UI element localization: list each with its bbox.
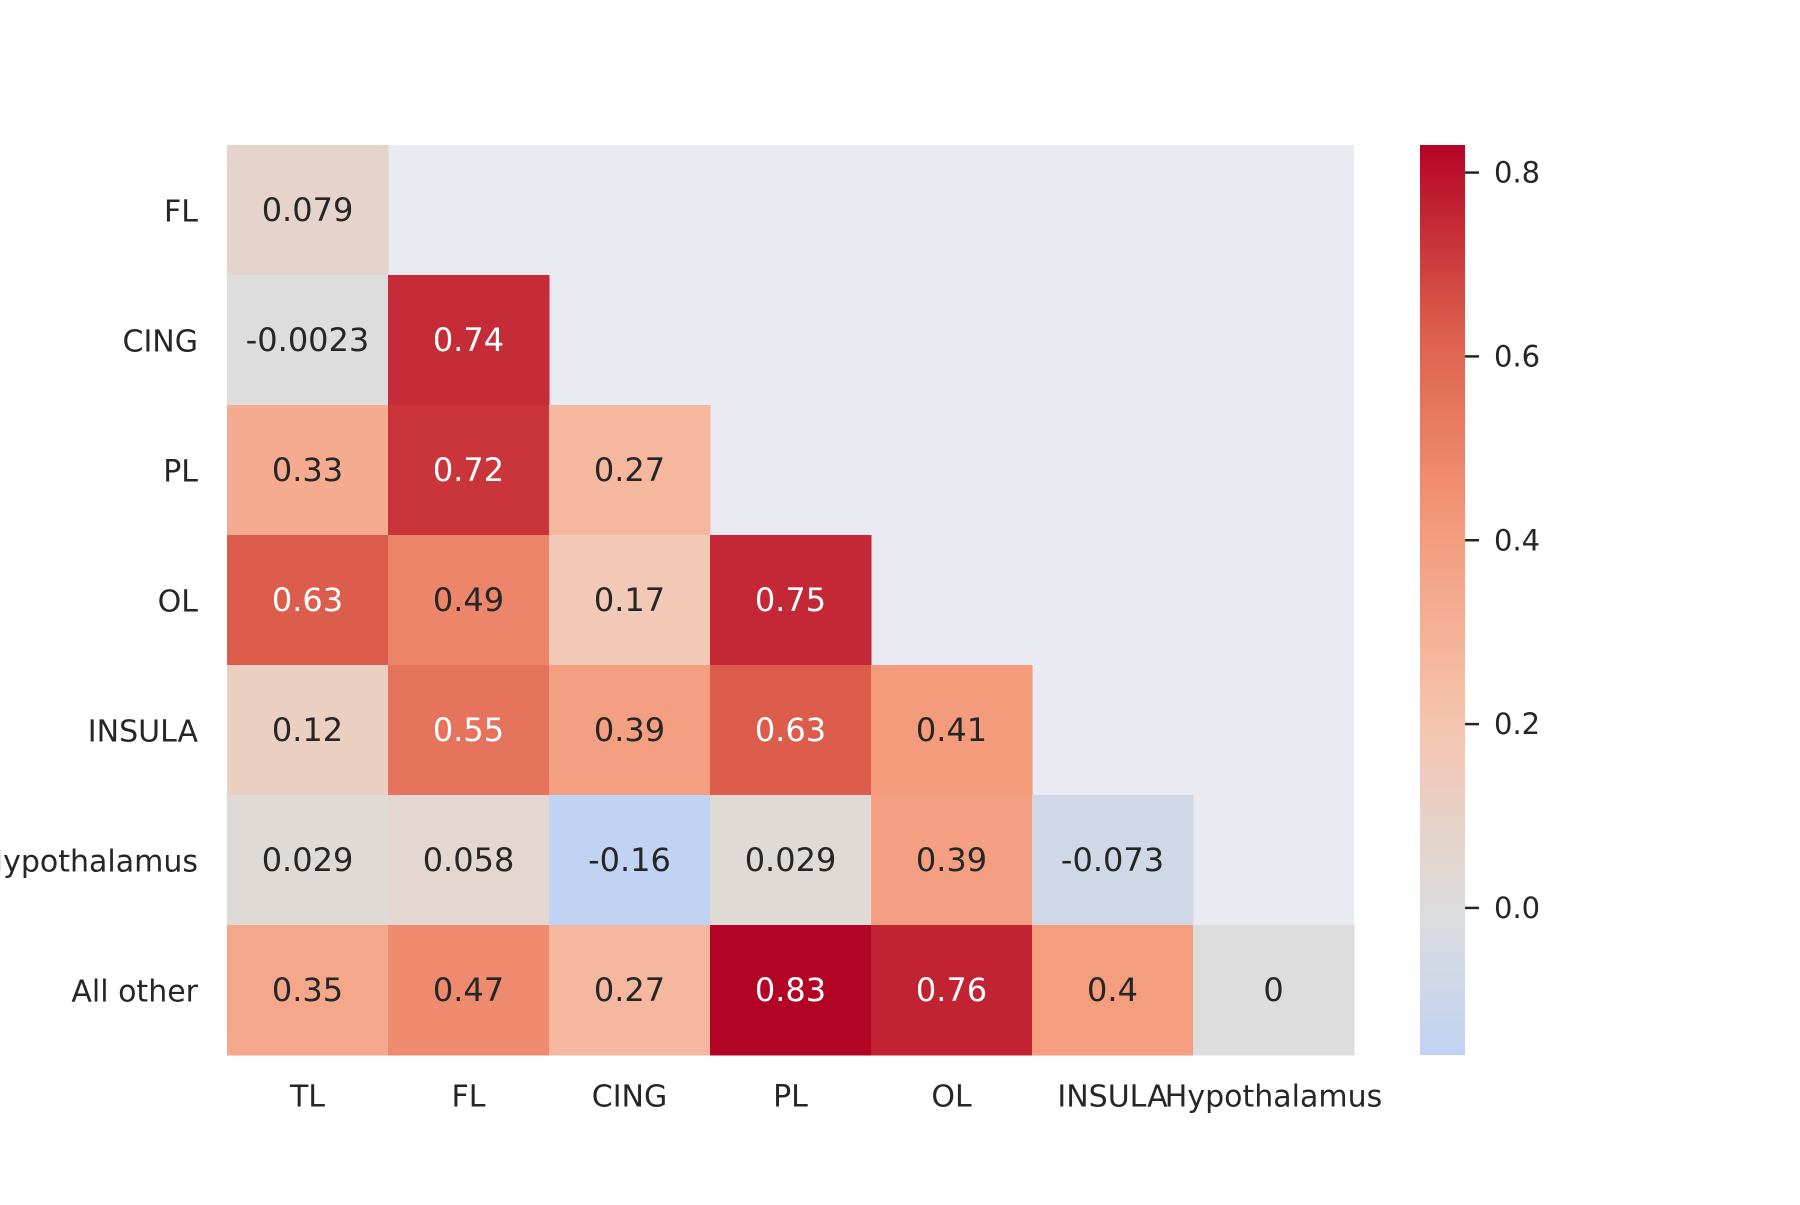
colorbar-tick-label: 0.0 xyxy=(1494,891,1540,925)
cell-annotation: 0.4 xyxy=(1087,971,1138,1009)
colorbar-tick-label: 0.6 xyxy=(1494,339,1540,373)
x-tick-label: PL xyxy=(773,1080,808,1115)
cell-annotation: 0.83 xyxy=(755,971,826,1009)
heatmap-cell xyxy=(710,665,872,796)
y-tick-label: CING xyxy=(123,325,198,360)
colorbar: 0.0 0.2 0.4 0.6 0.8 xyxy=(1420,145,1540,1055)
cell-annotation: 0.029 xyxy=(262,841,354,879)
heatmap-cell xyxy=(227,925,389,1056)
cell-annotation: 0.63 xyxy=(755,711,826,749)
x-tick-label: INSULA xyxy=(1057,1080,1168,1115)
y-axis-tick-labels: FL CING PL OL INSULA Hypothalamus All other xyxy=(0,195,199,1010)
x-tick-label: FL xyxy=(452,1080,486,1115)
cell-annotation: 0.12 xyxy=(272,711,343,749)
cell-annotation: 0.27 xyxy=(594,451,665,489)
heatmap-cell xyxy=(1032,795,1194,926)
x-tick-label: Hypothalamus xyxy=(1165,1080,1382,1115)
heatmap-cells xyxy=(227,145,1355,1056)
heatmap-cell xyxy=(227,275,389,406)
y-tick-label: FL xyxy=(164,195,198,230)
cell-annotation: 0.75 xyxy=(755,581,826,619)
heatmap-cell xyxy=(227,405,389,536)
cell-annotation: 0.39 xyxy=(594,711,665,749)
cell-annotation: 0.33 xyxy=(272,451,343,489)
heatmap-cell xyxy=(549,405,711,536)
heatmap-cell xyxy=(388,665,550,796)
cell-annotation: 0.058 xyxy=(423,841,515,879)
heatmap-cell xyxy=(1193,925,1355,1056)
heatmap-cell xyxy=(871,925,1033,1056)
heatmap-cell xyxy=(710,925,872,1056)
cell-annotation: 0.49 xyxy=(433,581,504,619)
heatmap-cell xyxy=(388,535,550,666)
heatmap-cell xyxy=(227,145,389,276)
x-tick-label: CING xyxy=(592,1080,667,1115)
heatmap-cell xyxy=(871,795,1033,926)
cell-annotation: 0.39 xyxy=(916,841,987,879)
heatmap-cell xyxy=(388,925,550,1056)
heatmap-cell xyxy=(388,275,550,406)
colorbar-tick-label: 0.2 xyxy=(1494,707,1540,741)
cell-annotation: 0.029 xyxy=(745,841,837,879)
cell-annotation: -0.073 xyxy=(1061,841,1164,879)
cell-annotation: 0.72 xyxy=(433,451,504,489)
y-tick-label: PL xyxy=(163,455,198,490)
x-tick-label: OL xyxy=(931,1080,972,1115)
y-tick-label: INSULA xyxy=(88,715,199,750)
cell-annotations: 0.079 -0.0023 0.74 0.33 0.72 0.27 0.63 0.49 0.17… xyxy=(246,191,1284,1009)
cell-annotation: 0.41 xyxy=(916,711,987,749)
heatmap-cell xyxy=(227,795,389,926)
colorbar-tick-label: 0.8 xyxy=(1494,156,1540,190)
cell-annotation: 0.47 xyxy=(433,971,504,1009)
cell-annotation: -0.0023 xyxy=(246,321,370,359)
heatmap-cell xyxy=(549,535,711,666)
cell-annotation: 0.35 xyxy=(272,971,343,1009)
y-tick-label: OL xyxy=(158,585,199,620)
heatmap-cell xyxy=(871,665,1033,796)
heatmap-cell xyxy=(549,665,711,796)
colorbar-tick-label: 0.4 xyxy=(1494,523,1540,557)
cell-annotation: 0 xyxy=(1263,971,1283,1009)
cell-annotation: 0.76 xyxy=(916,971,987,1009)
heatmap-cell xyxy=(1032,925,1194,1056)
cell-annotation: 0.55 xyxy=(433,711,504,749)
heatmap-cell xyxy=(710,795,872,926)
y-tick-label: Hypothalamus xyxy=(0,845,198,880)
colorbar-gradient xyxy=(1420,145,1465,1055)
heatmap-cell xyxy=(227,665,389,796)
cell-annotation: 0.27 xyxy=(594,971,665,1009)
heatmap-cell xyxy=(227,535,389,666)
heatmap-cell xyxy=(388,795,550,926)
cell-annotation: 0.74 xyxy=(433,321,504,359)
cell-annotation: 0.17 xyxy=(594,581,665,619)
y-tick-label: All other xyxy=(71,975,198,1010)
heatmap-cell xyxy=(549,795,711,926)
cell-annotation: 0.079 xyxy=(262,191,354,229)
heatmap-cell xyxy=(710,535,872,666)
heatmap-cell xyxy=(388,405,550,536)
heatmap-cell xyxy=(549,925,711,1056)
x-tick-label: TL xyxy=(289,1080,325,1115)
cell-annotation: -0.16 xyxy=(588,841,671,879)
cell-annotation: 0.63 xyxy=(272,581,343,619)
